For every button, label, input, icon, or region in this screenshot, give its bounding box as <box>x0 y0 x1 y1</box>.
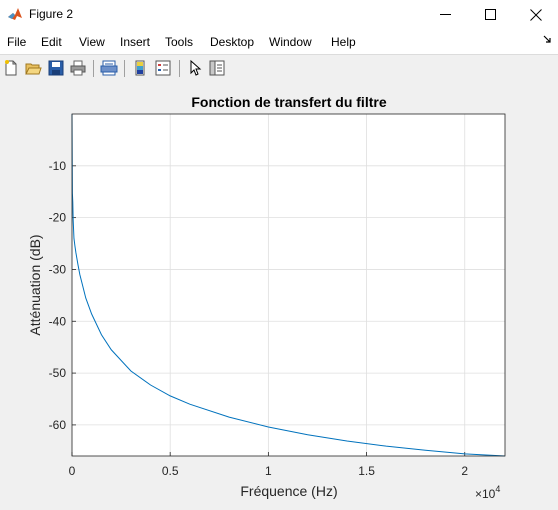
menu-bar: File Edit View Insert Tools Desktop Wind… <box>0 29 558 54</box>
menu-file[interactable]: File <box>7 35 27 49</box>
pointer-icon[interactable] <box>186 59 204 77</box>
menu-desktop[interactable]: Desktop <box>210 35 255 49</box>
plot-area[interactable] <box>72 114 505 456</box>
line-chart[interactable]: Fonction de transfert du filtre 0 0.5 1 1.5… <box>0 82 558 505</box>
x-tick-label: 1 <box>265 464 272 478</box>
series-line <box>71 113 506 457</box>
maximize-icon <box>485 9 496 20</box>
dock-arrow-icon[interactable] <box>543 35 552 44</box>
plot-frame <box>71 113 506 457</box>
window-title: Figure 2 <box>29 7 74 21</box>
y-axis-label: Atténuation (dB) <box>27 234 43 335</box>
figure-toolbar <box>0 54 558 83</box>
figure-canvas: Fonction de transfert du filtre 0 0.5 1 1.5… <box>0 82 558 505</box>
y-tick-label: -20 <box>49 211 67 225</box>
close-button[interactable] <box>513 0 558 29</box>
new-figure-icon[interactable] <box>2 59 20 77</box>
menu-help[interactable]: Help <box>331 35 356 49</box>
y-axis-ticks: -60 -50 -40 -30 -20 -10 <box>49 159 76 432</box>
y-tick-label: -60 <box>49 418 67 432</box>
x-tick-label: 1.5 <box>358 464 375 478</box>
open-file-icon[interactable] <box>24 59 42 77</box>
x-tick-label: 0.5 <box>162 464 179 478</box>
y-tick-label: -50 <box>49 366 67 380</box>
window-title-bar: Figure 2 <box>0 0 558 29</box>
toolbar-separator <box>179 60 180 77</box>
toolbar-separator <box>124 60 125 77</box>
print-icon[interactable] <box>69 59 87 77</box>
matlab-icon <box>8 8 22 20</box>
chart-title: Fonction de transfert du filtre <box>191 94 386 110</box>
minimize-button[interactable] <box>423 0 468 29</box>
close-icon <box>529 8 542 21</box>
menu-insert[interactable]: Insert <box>120 35 151 49</box>
y-tick-label: -40 <box>49 314 67 328</box>
x-tick-label: 2 <box>461 464 468 478</box>
x-tick-label: 0 <box>69 464 76 478</box>
colorbar-icon[interactable] <box>131 59 149 77</box>
x-axis-exponent: ×104 <box>475 484 500 501</box>
maximize-button[interactable] <box>468 0 513 29</box>
menu-edit[interactable]: Edit <box>41 35 62 49</box>
y-tick-label: -30 <box>49 262 67 276</box>
property-editor-icon[interactable] <box>208 59 226 77</box>
menu-tools[interactable]: Tools <box>165 35 194 49</box>
legend-icon[interactable] <box>154 59 172 77</box>
save-icon[interactable] <box>47 59 65 77</box>
menu-view[interactable]: View <box>79 35 105 49</box>
x-axis-ticks: 0 0.5 1 1.5 2 <box>69 452 468 478</box>
toolbar-separator <box>93 60 94 77</box>
minimize-icon <box>440 14 451 15</box>
y-tick-label: -10 <box>49 159 67 173</box>
print-preview-icon[interactable] <box>100 59 118 77</box>
x-axis-label: Fréquence (Hz) <box>240 483 337 499</box>
menu-window[interactable]: Window <box>269 35 312 49</box>
